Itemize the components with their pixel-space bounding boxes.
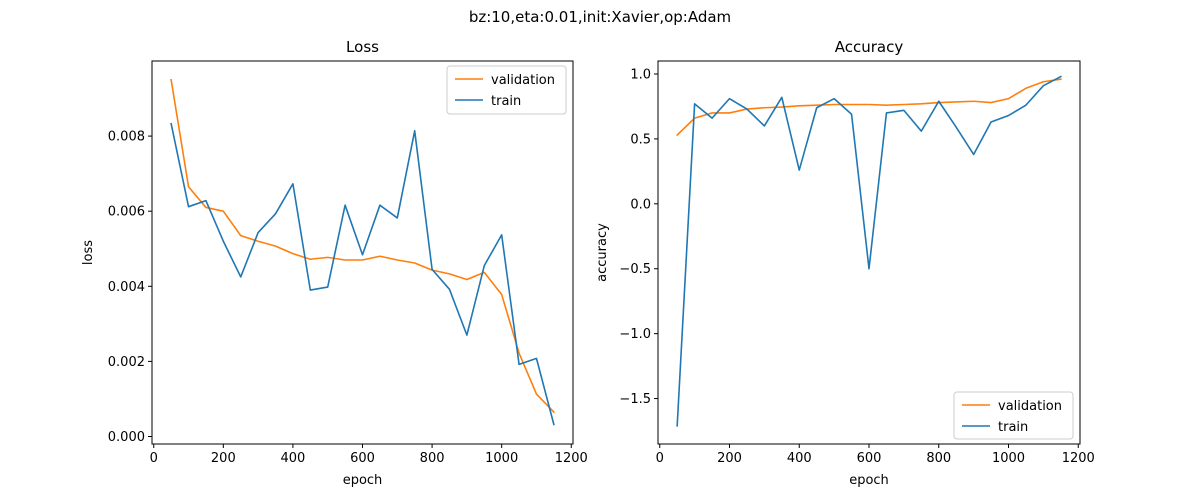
- legend-label-train: train: [491, 94, 521, 109]
- legend-label-train: train: [998, 420, 1028, 435]
- y-axis-label: accuracy: [595, 223, 610, 282]
- legend-box: [446, 65, 567, 115]
- y-tick-label: 0.000: [108, 430, 145, 445]
- x-tick-label: 1000: [992, 451, 1025, 466]
- x-tick-label: 1000: [485, 451, 518, 466]
- y-tick-label: 1.0: [630, 67, 651, 82]
- y-tick-label: 0.002: [108, 355, 145, 370]
- y-tick-label: −1.0: [619, 327, 651, 342]
- series-line-validation: [170, 78, 555, 414]
- x-tick-label: 800: [926, 451, 951, 466]
- y-tick-label: 0.008: [108, 130, 145, 145]
- x-tick-label: 1200: [1062, 451, 1095, 466]
- y-tick-label: 0.004: [108, 280, 145, 295]
- subplot-accuracy: Accuracy 0 200 400 600 800 1000 1200 −1.5 −1.0 −0.…: [595, 38, 1095, 488]
- x-tick-label: 400: [280, 451, 305, 466]
- y-tick-label: 0.5: [630, 132, 651, 147]
- legend-label-validation: validation: [491, 73, 555, 88]
- series-line-train: [170, 122, 555, 426]
- series-line-train: [676, 75, 1062, 427]
- x-tick-label: 800: [420, 451, 445, 466]
- series-lines: [676, 75, 1062, 427]
- x-tick-label: 400: [787, 451, 812, 466]
- x-tick-label: 0: [150, 451, 158, 466]
- series-line-validation: [676, 78, 1062, 137]
- x-tick-label: 600: [350, 451, 375, 466]
- x-tick-label: 1200: [555, 451, 588, 466]
- y-axis-label: loss: [81, 240, 96, 265]
- y-tick-label: 0.006: [108, 205, 145, 220]
- x-axis-label: epoch: [343, 473, 383, 488]
- axes-title: Accuracy: [835, 38, 904, 56]
- legend-box: [953, 391, 1074, 440]
- axes-title: Loss: [346, 38, 379, 56]
- series-lines: [170, 78, 555, 426]
- x-axis-label: epoch: [849, 473, 889, 488]
- x-tick-label: 200: [211, 451, 236, 466]
- x-tick-label: 600: [857, 451, 882, 466]
- figure-suptitle: bz:10,eta:0.01,init:Xavier,op:Adam: [469, 8, 731, 26]
- x-tick-label: 0: [656, 451, 664, 466]
- legend-label-validation: validation: [998, 399, 1062, 414]
- subplot-loss: Loss 0 200 400 600 800 1000 1200 0.000 0.002 0.004…: [81, 38, 588, 488]
- x-tick-label: 200: [717, 451, 742, 466]
- y-tick-label: 0.0: [630, 197, 651, 212]
- y-tick-label: −1.5: [619, 392, 651, 407]
- legend: validation train: [446, 65, 567, 115]
- legend: validation train: [953, 391, 1074, 440]
- y-tick-label: −0.5: [619, 262, 651, 277]
